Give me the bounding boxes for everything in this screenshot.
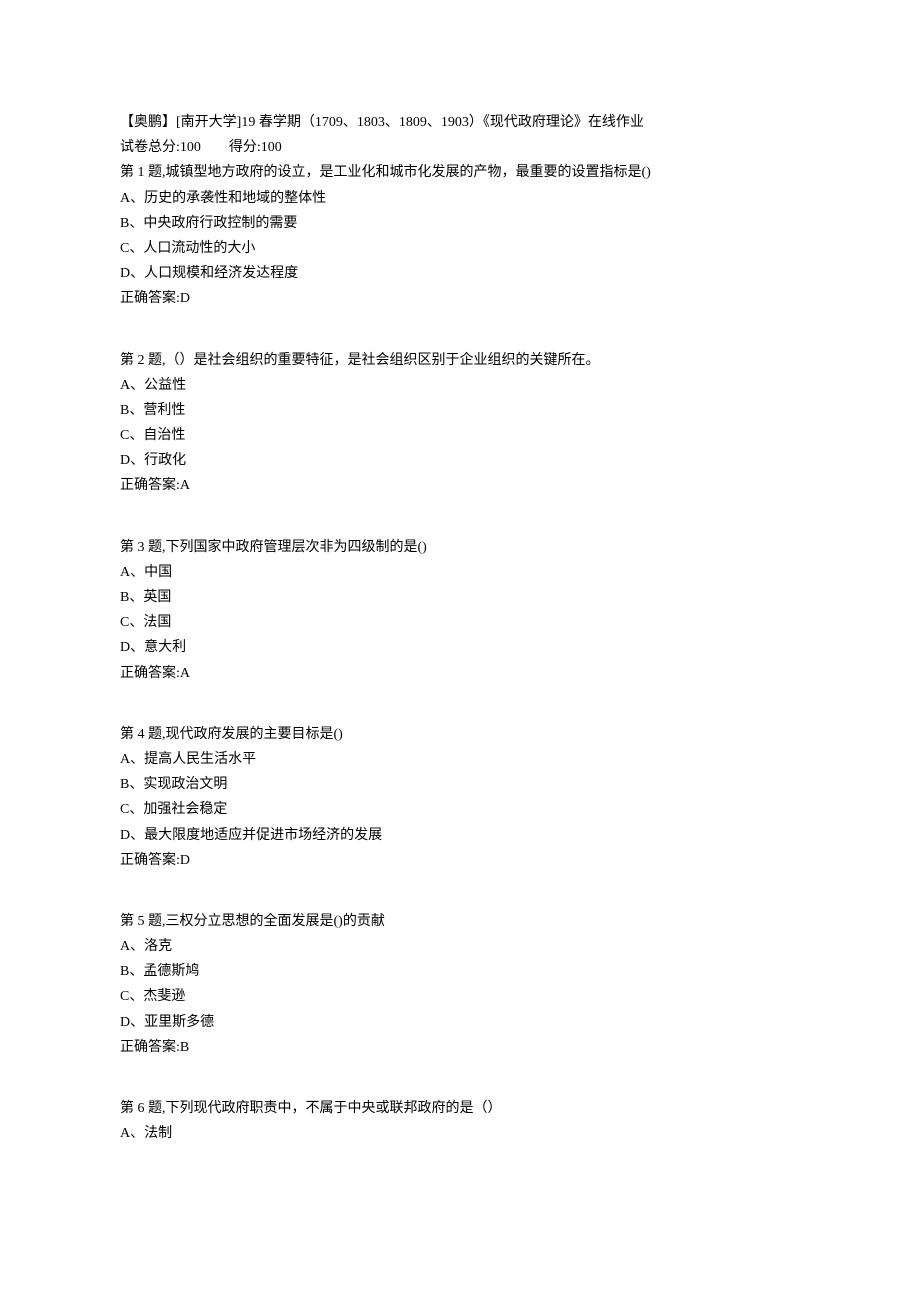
document-title: 【奥鹏】[南开大学]19 春学期（1709、1803、1809、1903）《现代…: [120, 110, 800, 135]
question-stem: 第 6 题,下列现代政府职责中，不属于中央或联邦政府的是（）: [120, 1096, 800, 1121]
question-block: 第 2 题,（）是社会组织的重要特征，是社会组织区别于企业组织的关键所在。A、公…: [120, 348, 800, 499]
question-option: C、杰斐逊: [120, 984, 800, 1009]
question-option: B、英国: [120, 585, 800, 610]
question-block: 第 5 题,三权分立思想的全面发展是()的贡献A、洛克B、孟德斯鸠C、杰斐逊D、…: [120, 909, 800, 1060]
question-option: D、亚里斯多德: [120, 1010, 800, 1035]
score-total: 试卷总分:100: [120, 140, 201, 155]
question-answer: 正确答案:D: [120, 286, 800, 311]
score-obtained: 得分:100: [229, 140, 282, 155]
question-option: C、加强社会稳定: [120, 797, 800, 822]
question-stem: 第 1 题,城镇型地方政府的设立，是工业化和城市化发展的产物，最重要的设置指标是…: [120, 160, 800, 185]
question-answer: 正确答案:D: [120, 848, 800, 873]
question-option: C、法国: [120, 610, 800, 635]
question-block: 第 6 题,下列现代政府职责中，不属于中央或联邦政府的是（）A、法制: [120, 1096, 800, 1146]
question-option: B、实现政治文明: [120, 772, 800, 797]
question-option: A、中国: [120, 560, 800, 585]
question-option: D、行政化: [120, 448, 800, 473]
question-stem: 第 4 题,现代政府发展的主要目标是(): [120, 722, 800, 747]
question-stem: 第 2 题,（）是社会组织的重要特征，是社会组织区别于企业组织的关键所在。: [120, 348, 800, 373]
question-option: D、最大限度地适应并促进市场经济的发展: [120, 823, 800, 848]
question-option: A、历史的承袭性和地域的整体性: [120, 186, 800, 211]
question-option: C、人口流动性的大小: [120, 236, 800, 261]
question-block: 第 3 题,下列国家中政府管理层次非为四级制的是()A、中国B、英国C、法国D、…: [120, 535, 800, 686]
question-option: A、公益性: [120, 373, 800, 398]
question-option: B、中央政府行政控制的需要: [120, 211, 800, 236]
question-answer: 正确答案:B: [120, 1035, 800, 1060]
question-option: C、自治性: [120, 423, 800, 448]
question-stem: 第 5 题,三权分立思想的全面发展是()的贡献: [120, 909, 800, 934]
question-option: B、营利性: [120, 398, 800, 423]
question-block: 第 4 题,现代政府发展的主要目标是()A、提高人民生活水平B、实现政治文明C、…: [120, 722, 800, 873]
score-line: 试卷总分:100 得分:100: [120, 135, 800, 160]
question-option: B、孟德斯鸠: [120, 959, 800, 984]
question-block: 第 1 题,城镇型地方政府的设立，是工业化和城市化发展的产物，最重要的设置指标是…: [120, 160, 800, 311]
question-option: A、法制: [120, 1121, 800, 1146]
question-stem: 第 3 题,下列国家中政府管理层次非为四级制的是(): [120, 535, 800, 560]
question-answer: 正确答案:A: [120, 661, 800, 686]
question-answer: 正确答案:A: [120, 473, 800, 498]
question-option: D、意大利: [120, 635, 800, 660]
question-option: D、人口规模和经济发达程度: [120, 261, 800, 286]
question-option: A、提高人民生活水平: [120, 747, 800, 772]
question-option: A、洛克: [120, 934, 800, 959]
